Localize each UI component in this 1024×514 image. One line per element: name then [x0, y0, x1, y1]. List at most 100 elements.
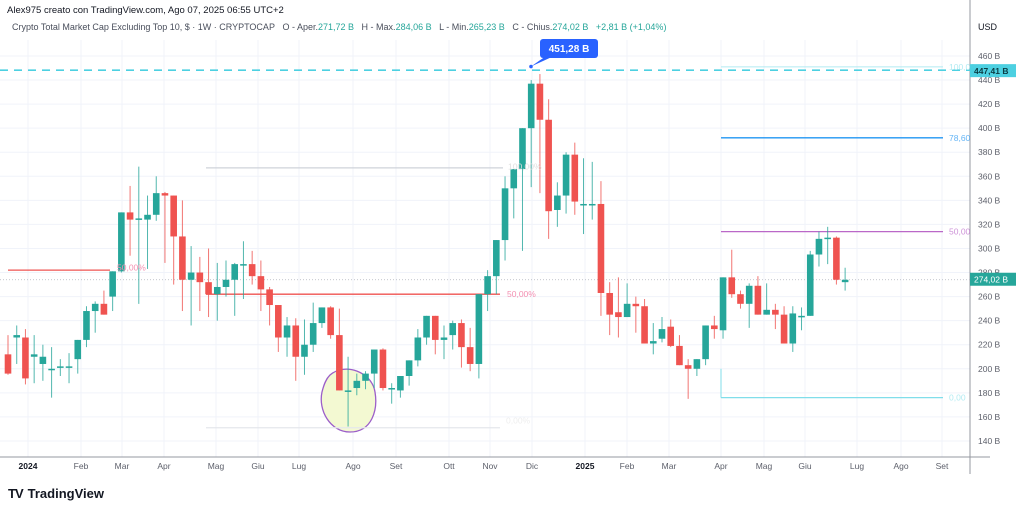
- candle-up: [623, 303, 631, 318]
- candle-down: [667, 326, 675, 346]
- candle-up: [763, 309, 770, 315]
- change-value: +2,81 B (+1,04%): [595, 22, 667, 32]
- candle-down: [431, 315, 439, 340]
- candle-up: [841, 279, 849, 283]
- candle-up: [414, 337, 422, 361]
- candle-up: [423, 315, 430, 338]
- candle-down: [379, 349, 387, 389]
- candle-up: [240, 264, 247, 266]
- fib-level-label: 78,60: [949, 133, 971, 143]
- time-tick-label: Lug: [850, 461, 864, 471]
- price-tick-label: 180 B: [978, 388, 1001, 398]
- low-value: 265,23 B: [468, 22, 505, 32]
- candle-down: [205, 282, 212, 295]
- candle-up: [806, 254, 814, 316]
- candle-down: [4, 354, 12, 374]
- candle-up: [109, 271, 116, 297]
- high-value: 284,06 B: [395, 22, 432, 32]
- candle-up: [501, 188, 509, 241]
- candle-up: [39, 356, 47, 364]
- candle-down: [22, 337, 29, 379]
- high-callout-dot: [529, 64, 533, 69]
- price-tick-label: 140 B: [978, 436, 1001, 446]
- candle-down: [737, 294, 744, 304]
- price-tick-label: 420 B: [978, 99, 1001, 109]
- candle-up: [344, 390, 352, 392]
- candle-up: [824, 237, 831, 240]
- time-tick-label: Set: [390, 461, 403, 471]
- fib-level-label: 50,00: [949, 227, 971, 237]
- candle-up: [693, 359, 701, 369]
- candle-up: [789, 313, 797, 344]
- candle-down: [780, 314, 788, 344]
- candle-up: [745, 285, 753, 304]
- candle-up: [658, 329, 666, 339]
- candle-up: [580, 203, 587, 206]
- fib-level-label: 100,00: [949, 62, 975, 72]
- candle-up: [83, 311, 90, 340]
- candle-down: [292, 325, 300, 357]
- candle-up: [798, 315, 805, 318]
- candle-up: [362, 373, 369, 381]
- candle-down: [248, 264, 256, 277]
- price-tick-label: 340 B: [978, 195, 1001, 205]
- currency-label: USD: [978, 22, 998, 32]
- candle-down: [466, 347, 474, 364]
- fib-level-label: 50,00%: [117, 263, 146, 273]
- candle-down: [641, 306, 648, 344]
- candle-down: [571, 154, 579, 202]
- dashed-level-price-tag: [970, 64, 1016, 78]
- candle-down: [327, 307, 334, 336]
- price-tick-label: 300 B: [978, 243, 1001, 253]
- fib-level-label: 50,00%: [507, 289, 536, 299]
- time-tick-label: Mag: [208, 461, 225, 471]
- candle-up: [152, 193, 160, 215]
- time-tick-label: Mag: [756, 461, 773, 471]
- price-tick-label: 200 B: [978, 364, 1001, 374]
- candle-up: [91, 303, 99, 312]
- candle-up: [222, 279, 230, 287]
- candle-up: [309, 323, 317, 345]
- price-tick-label: 380 B: [978, 147, 1001, 157]
- candle-up: [719, 277, 727, 331]
- candle-up: [519, 128, 526, 170]
- candle-up: [65, 366, 73, 368]
- candle-up: [118, 212, 125, 272]
- time-tick-label: Ago: [345, 461, 360, 471]
- candle-down: [266, 289, 273, 306]
- high-label: H - Max.: [361, 22, 396, 32]
- symbol-name[interactable]: Crypto Total Market Cap Excluding Top 10…: [12, 22, 275, 32]
- time-tick-label: Dic: [526, 461, 539, 471]
- candle-up: [588, 203, 596, 206]
- tradingview-logo-text: TradingView: [27, 486, 104, 501]
- time-tick-label: Apr: [157, 461, 170, 471]
- candle-up: [405, 360, 413, 376]
- chart-header-attribution: Alex975 creato con TradingView.com, Ago …: [7, 5, 284, 16]
- candle-up: [815, 238, 823, 255]
- candle-down: [615, 312, 622, 318]
- price-tick-label: 320 B: [978, 219, 1001, 229]
- dashed-level-price-text: 447,41 B: [974, 66, 1009, 76]
- low-label: L - Min.: [439, 22, 469, 32]
- time-tick-label: Apr: [714, 461, 727, 471]
- time-tick-label: Ago: [893, 461, 908, 471]
- candle-down: [536, 83, 544, 120]
- candle-down: [728, 277, 736, 295]
- high-callout-text: 451,28 B: [549, 44, 590, 55]
- price-tick-label: 360 B: [978, 171, 1001, 181]
- time-tick-label: 2025: [576, 461, 595, 471]
- time-tick-label: Giu: [251, 461, 265, 471]
- price-tick-label: 160 B: [978, 412, 1001, 422]
- candle-down: [833, 237, 840, 280]
- time-tick-label: Mar: [662, 461, 677, 471]
- current-price-text: 274,02 B: [974, 275, 1008, 285]
- candle-up: [554, 195, 561, 210]
- candle-up: [702, 325, 709, 360]
- candle-up: [484, 276, 491, 295]
- tradingview-logo: TV TradingView: [8, 486, 104, 501]
- high-callout-pointer: [531, 56, 554, 67]
- price-tick-label: 400 B: [978, 123, 1001, 133]
- candle-up: [30, 354, 38, 357]
- candle-down: [597, 203, 605, 293]
